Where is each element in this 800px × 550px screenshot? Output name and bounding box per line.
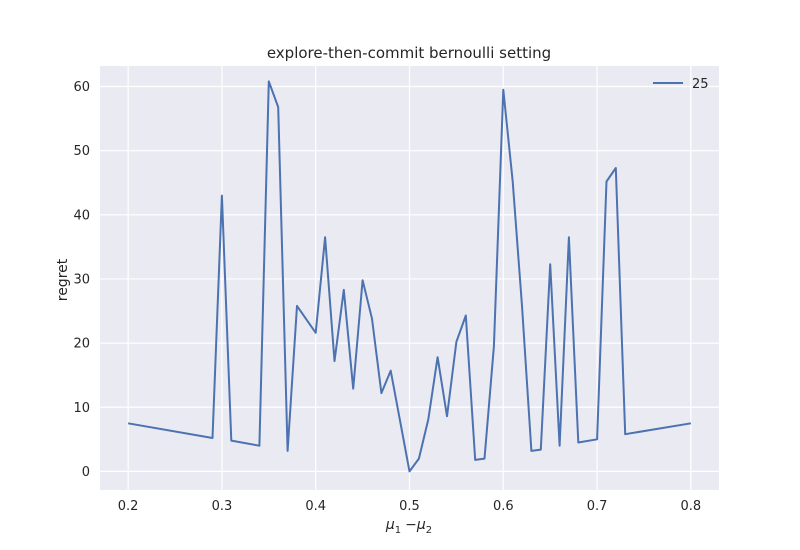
x-tick-label: 0.7 [587, 499, 608, 514]
y-tick-label: 40 [73, 208, 90, 223]
x-tick-label: 0.4 [305, 499, 326, 514]
x-tick-label: 0.2 [118, 499, 139, 514]
x-axis-label-part: 1 [395, 525, 401, 536]
x-tick-label: 0.3 [212, 499, 233, 514]
series-line-25 [127, 80, 692, 473]
x-tick-label: 0.5 [399, 499, 420, 514]
y-tick-label: 30 [73, 272, 90, 287]
legend-label-25: 25 [692, 77, 709, 92]
legend: 25 [653, 77, 709, 92]
y-gridlines [100, 85, 719, 472]
y-tick-labels: 0 10 20 30 40 50 60 [73, 80, 90, 480]
chart-title: explore-then-commit bernoulli setting [267, 44, 551, 62]
x-tick-label: 0.6 [493, 499, 514, 514]
x-axis-label-part: μ [385, 517, 395, 533]
x-axis-label: μ1 −μ2 [385, 517, 432, 536]
x-axis-label-part: μ [416, 517, 426, 533]
y-axis-label: regret [55, 258, 71, 301]
x-axis-label-part: 2 [426, 525, 432, 536]
y-tick-label: 0 [82, 465, 90, 480]
y-tick-label: 60 [73, 80, 90, 95]
y-tick-label: 50 [73, 144, 90, 159]
x-tick-label: 0.8 [681, 499, 702, 514]
y-tick-label: 20 [73, 337, 90, 352]
y-tick-label: 10 [73, 401, 90, 416]
x-axis-label-part: − [405, 517, 417, 533]
series-layer [127, 80, 692, 473]
x-tick-labels: 0.2 0.3 0.4 0.5 0.6 0.7 0.8 [118, 499, 701, 514]
